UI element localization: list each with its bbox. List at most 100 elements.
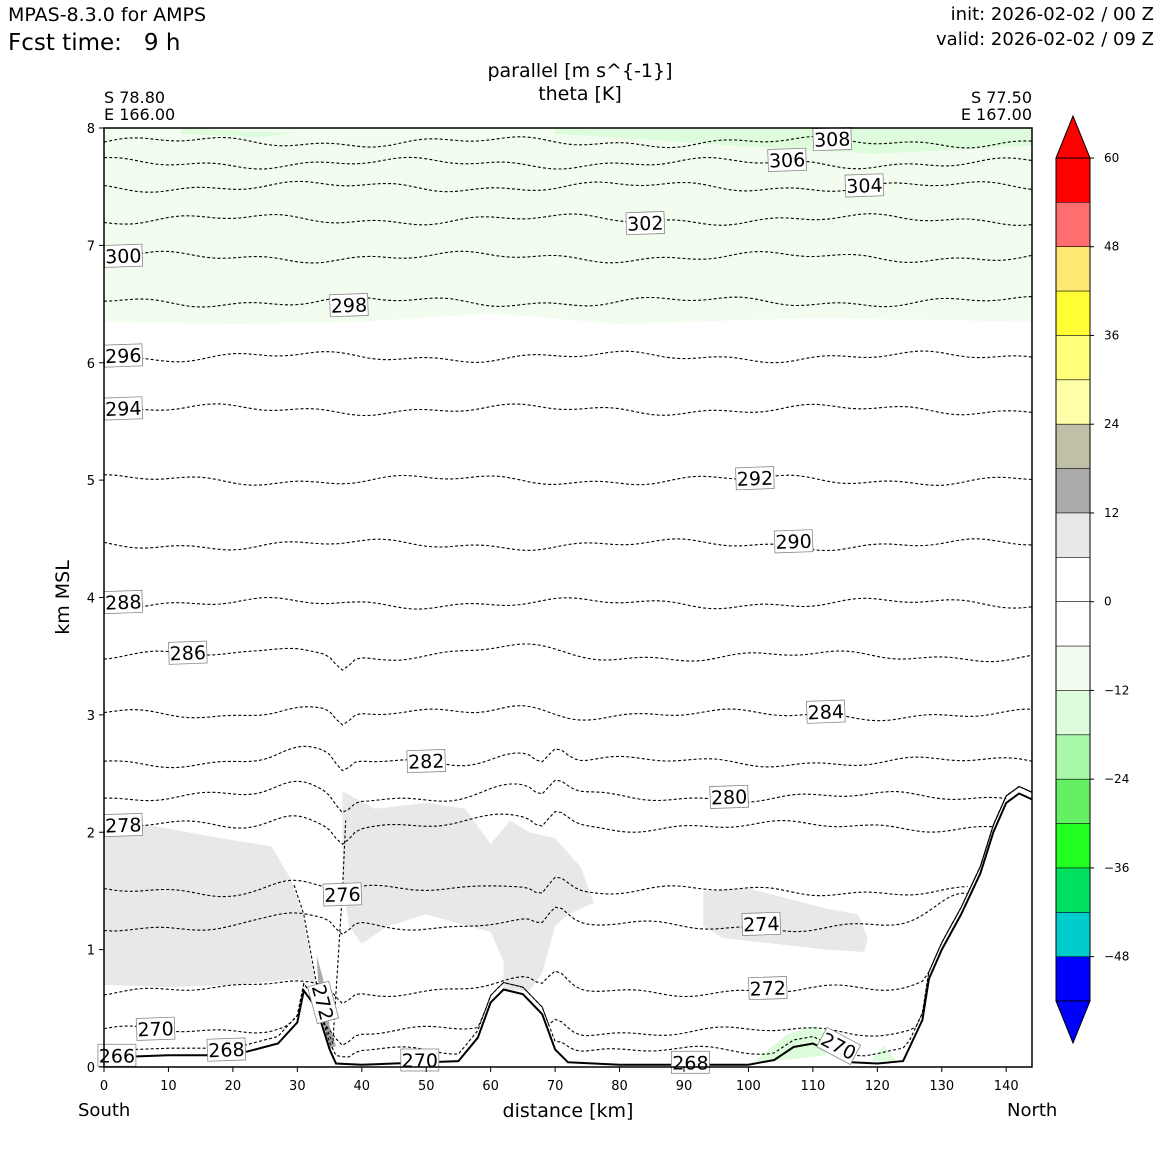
contour-label-282-box: [406, 749, 446, 774]
colorbar-bin-2: [1056, 246, 1090, 292]
colorbar-tick-label-7: −24: [1104, 772, 1129, 786]
contour-label-extra-2-box: [671, 1050, 710, 1074]
contour-label-extra-2-text: 268: [672, 1052, 708, 1074]
contour-label-290-box: [773, 529, 814, 554]
contour-label-304-box: [844, 173, 885, 198]
contour-label-extra-0-box: [307, 980, 340, 1025]
shading-upper-weak: [104, 128, 1032, 324]
x-tick-label-80: 80: [611, 1079, 628, 1094]
contour-label-284-box: [806, 699, 846, 724]
y-tick-label-3: 3: [87, 709, 95, 724]
y-tick-label-5: 5: [87, 474, 95, 489]
contour-label-268: 268: [206, 1037, 247, 1062]
colorbar-bin-5: [1056, 379, 1090, 425]
x-tick-label-0: 0: [100, 1079, 108, 1094]
colorbar-tick-label-5: 0: [1104, 595, 1112, 609]
contour-label-282-text: 282: [408, 750, 445, 773]
contour-label-286-box: [168, 640, 208, 665]
shading-upper-band-2: [555, 128, 1032, 154]
colorbar-bin-14: [1056, 779, 1090, 825]
colorbar-bin-16: [1056, 867, 1090, 913]
contour-label-276-text: 276: [324, 884, 361, 907]
contour-label-288-text: 288: [105, 591, 142, 614]
theta-contour-276: [103, 876, 968, 903]
theta-contours: [103, 135, 1033, 1058]
colorbar-bin-10: [1056, 601, 1090, 647]
contour-label-extra-4: 266: [97, 1043, 137, 1067]
contour-label-274-box: [741, 911, 782, 936]
contour-label-284: 284: [806, 699, 846, 724]
theta-contour-278: [103, 811, 994, 845]
x-tick-label-20: 20: [225, 1079, 242, 1094]
shading-middle-light: [342, 791, 594, 991]
colorbar-tick-label-6: −12: [1104, 683, 1129, 697]
contour-label-272-text: 272: [749, 977, 786, 1000]
contour-label-292-text: 292: [736, 468, 773, 491]
contour-label-302-box: [625, 211, 666, 236]
south-label: South: [78, 1100, 131, 1121]
theta-contour-steep: [293, 820, 347, 1044]
shading-lower-green-2: [870, 1045, 897, 1062]
x-tick-label-120: 120: [865, 1079, 890, 1094]
contour-label-308: 308: [812, 127, 852, 152]
contour-label-292-box: [735, 466, 775, 491]
x-tick-label-90: 90: [676, 1079, 693, 1094]
contour-label-294-text: 294: [105, 398, 142, 421]
colorbar-bin-13: [1056, 734, 1090, 780]
contour-label-296: 296: [103, 343, 144, 368]
colorbar-over-arrow: [1055, 114, 1091, 159]
contour-label-268-box: [206, 1037, 247, 1062]
contour-label-298: 298: [329, 293, 369, 318]
contour-label-294: 294: [103, 396, 144, 421]
contour-label-extra-1-text: 270: [402, 1050, 438, 1072]
contour-label-306-box: [767, 147, 807, 172]
theta-contour-274: [103, 785, 1033, 935]
x-tick-label-70: 70: [547, 1079, 564, 1094]
colorbar-bin-8: [1056, 512, 1090, 558]
contour-label-268-text: 268: [208, 1039, 245, 1062]
x-tick-label-10: 10: [160, 1079, 177, 1094]
shading-right-light: [703, 888, 868, 952]
theta-contour-270: [103, 785, 1033, 1046]
contour-label-270-box: [135, 1016, 176, 1041]
forecast-time: Fcst time: 9 h: [8, 30, 180, 56]
colorbar-tick-label-0: 60: [1104, 151, 1119, 165]
colorbar-bin-15: [1056, 823, 1090, 869]
forecast-time-label: Fcst time:: [8, 30, 122, 56]
contour-label-extra-0: 272: [307, 980, 340, 1025]
contour-label-302: 302: [625, 211, 666, 236]
theta-contour-284: [103, 705, 1033, 726]
contour-label-300-text: 300: [105, 245, 142, 268]
x-tick-label-110: 110: [800, 1079, 825, 1094]
contour-labels: 308 306 304 302 300 298 296 294 292 290 288 286 284 2…: [97, 127, 885, 1074]
theta-contour-272: [103, 785, 1033, 1005]
colorbar-bin-0: [1056, 158, 1090, 203]
model-name: MPAS-8.3.0 for AMPS: [8, 4, 207, 26]
x-axis: 0 10 20 30 40 50 60 70 80 90 100 110 120 130 140: [100, 1067, 1019, 1094]
colorbar-tick-label-8: −36: [1104, 861, 1129, 875]
colorbar-bin-4: [1056, 335, 1090, 381]
x-tick-label-40: 40: [354, 1079, 371, 1094]
contour-label-272-box: [748, 976, 788, 1001]
contour-label-extra-1-box: [400, 1048, 440, 1072]
colorbar-bin-3: [1056, 291, 1090, 336]
x-tick-label-130: 130: [929, 1079, 954, 1094]
theta-contour-282: [103, 745, 1033, 772]
contour-label-304-text: 304: [846, 175, 883, 198]
colorbar-bin-11: [1056, 646, 1090, 691]
contour-label-282: 282: [406, 749, 446, 774]
colorbar-bin-17: [1056, 912, 1090, 958]
contour-label-280-text: 280: [711, 786, 748, 809]
contour-label-306-text: 306: [769, 149, 806, 172]
colorbar-bin-18: [1056, 956, 1090, 1002]
theta-contour-280: [104, 779, 1007, 814]
colorbar-tick-label-4: 12: [1104, 506, 1119, 520]
colorbar-bin-7: [1056, 468, 1090, 514]
y-tick-label-1: 1: [87, 944, 95, 959]
x-tick-label-100: 100: [736, 1079, 761, 1094]
x-tick-label-140: 140: [994, 1079, 1019, 1094]
contour-label-extra-0-text: 272: [307, 982, 338, 1023]
contour-label-306: 306: [767, 147, 807, 173]
contour-label-292: 292: [735, 466, 775, 491]
